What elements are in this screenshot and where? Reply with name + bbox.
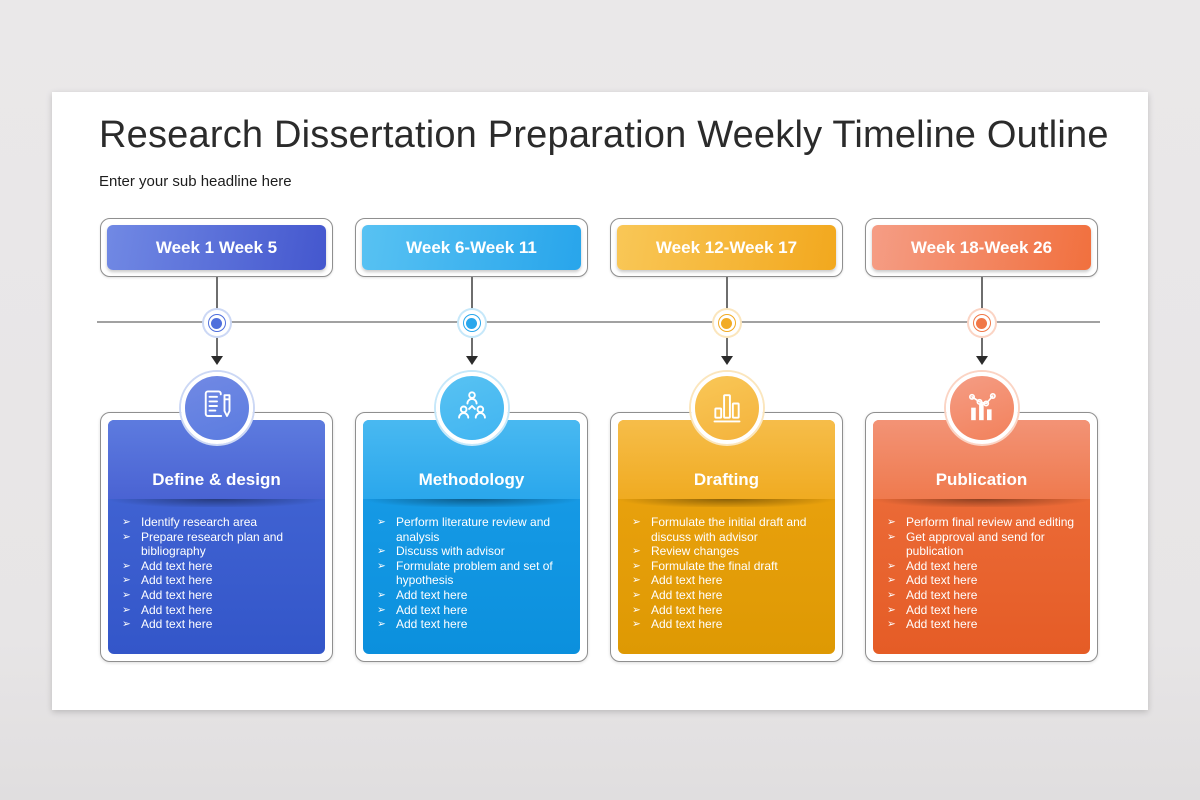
bullet-item: Add text here — [108, 573, 322, 588]
timeline-column-4: Week 18-Week 26 Publication Perform fina… — [865, 218, 1098, 662]
connector-arrow-icon — [210, 356, 223, 365]
bullet-item: Add text here — [363, 603, 577, 618]
stage-card: Drafting Formulate the initial draft and… — [618, 420, 835, 654]
bullet-item: Review changes — [618, 544, 832, 559]
timeline-column-2: Week 6-Week 11 Methodology Perform liter… — [355, 218, 588, 662]
bullet-item: Perform final review and editing — [873, 515, 1087, 530]
page-title: Research Dissertation Preparation Weekly… — [99, 114, 1109, 156]
bullet-item: Perform literature review and analysis — [363, 515, 577, 544]
stage-icon-circle — [180, 372, 253, 444]
card-divider — [873, 499, 1090, 507]
card-divider — [363, 499, 580, 507]
stage-card-frame: Publication Perform final review and edi… — [865, 412, 1098, 662]
bullet-item: Add text here — [363, 617, 577, 632]
card-divider — [108, 499, 325, 507]
week-badge: Week 18-Week 26 — [872, 225, 1091, 270]
stage-card: Define & design Identify research area P… — [108, 420, 325, 654]
bullet-item: Get approval and send for publication — [873, 530, 1087, 559]
bullet-item: Add text here — [363, 588, 577, 603]
stage-card-frame: Drafting Formulate the initial draft and… — [610, 412, 843, 662]
bullet-item: Add text here — [873, 559, 1087, 574]
stage-icon-circle — [690, 372, 763, 444]
stage-card-title: Define & design — [108, 420, 325, 499]
stage-bullet-list: Perform literature review and analysis D… — [363, 515, 577, 632]
document-pencil-icon — [197, 386, 237, 431]
bullet-item: Formulate the initial draft and discuss … — [618, 515, 832, 544]
stage-card-frame: Methodology Perform literature review an… — [355, 412, 588, 662]
bullet-item: Add text here — [618, 603, 832, 618]
bullet-item: Add text here — [873, 573, 1087, 588]
stage-card: Methodology Perform literature review an… — [363, 420, 580, 654]
connector-arrow-icon — [720, 356, 733, 365]
bullet-item: Add text here — [108, 588, 322, 603]
timeline-dot — [458, 310, 485, 336]
stage-card: Publication Perform final review and edi… — [873, 420, 1090, 654]
analytics-chart-icon — [962, 386, 1002, 431]
bullet-item: Identify research area — [108, 515, 322, 530]
connector-arrow-icon — [975, 356, 988, 365]
bullet-item: Add text here — [108, 603, 322, 618]
page-subtitle: Enter your sub headline here — [99, 173, 292, 190]
stage-bullet-list: Identify research area Prepare research … — [108, 515, 322, 632]
timeline-column-1: Week 1 Week 5 Define & design Identify r… — [100, 218, 333, 662]
connector-arrow-icon — [465, 356, 478, 365]
stage-card-frame: Define & design Identify research area P… — [100, 412, 333, 662]
bullet-item: Add text here — [618, 617, 832, 632]
bullet-item: Add text here — [108, 617, 322, 632]
bullet-item: Add text here — [873, 617, 1087, 632]
stage-bullet-list: Perform final review and editing Get app… — [873, 515, 1087, 632]
bullet-item: Add text here — [873, 603, 1087, 618]
timeline-dot — [968, 310, 995, 336]
bullet-item: Formulate the final draft — [618, 559, 832, 574]
bullet-item: Add text here — [618, 588, 832, 603]
week-badge-frame: Week 1 Week 5 — [100, 218, 333, 277]
week-badge-frame: Week 12-Week 17 — [610, 218, 843, 277]
bullet-item: Formulate problem and set of hypothesis — [363, 559, 577, 588]
timeline-line — [97, 321, 1100, 323]
bullet-item: Add text here — [108, 559, 322, 574]
week-badge: Week 1 Week 5 — [107, 225, 326, 270]
stage-icon-circle — [435, 372, 508, 444]
bullet-item: Discuss with advisor — [363, 544, 577, 559]
bullet-item: Add text here — [873, 588, 1087, 603]
timeline-dot — [713, 310, 740, 336]
bullet-item: Prepare research plan and bibliography — [108, 530, 322, 559]
stage-bullet-list: Formulate the initial draft and discuss … — [618, 515, 832, 632]
timeline-dot — [203, 310, 230, 336]
week-badge: Week 6-Week 11 — [362, 225, 581, 270]
week-badge-frame: Week 6-Week 11 — [355, 218, 588, 277]
team-hierarchy-icon — [452, 386, 492, 431]
card-divider — [618, 499, 835, 507]
stage-icon-circle — [945, 372, 1018, 444]
timeline-column-3: Week 12-Week 17 Drafting Formulate the i… — [610, 218, 843, 662]
week-badge-frame: Week 18-Week 26 — [865, 218, 1098, 277]
bullet-item: Add text here — [618, 573, 832, 588]
bar-chart-icon — [707, 386, 747, 431]
week-badge: Week 12-Week 17 — [617, 225, 836, 270]
